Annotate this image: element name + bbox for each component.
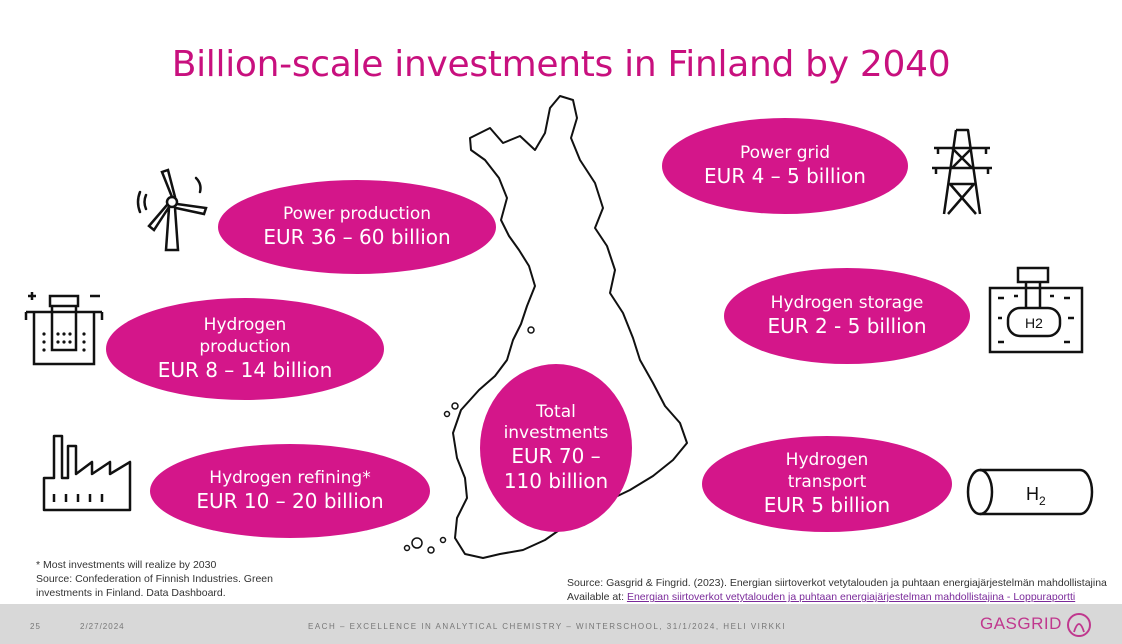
slide-title: Billion-scale investments in Finland by …	[171, 44, 951, 85]
hydrogen-storage-label: Hydrogen storage	[770, 292, 924, 313]
hydrogen-transport-label-2: transport	[787, 471, 867, 492]
footnotes: * Most investments will realize by 2030 …	[36, 558, 336, 601]
hydrogen-transport-value: EUR 5 billion	[763, 492, 891, 517]
source-citation-line: Source: Gasgrid & Fingrid. (2023). Energ…	[567, 577, 1107, 589]
power-production-label: Power production	[282, 203, 432, 224]
power-grid-label: Power grid	[739, 142, 831, 163]
pipe-label: H2	[1026, 484, 1046, 508]
hydrogen-transport-bubble: Hydrogen transport EUR 5 billion	[702, 436, 952, 532]
wind-turbine-icon	[136, 168, 208, 252]
hydrogen-refining-bubble: Hydrogen refining* EUR 10 – 20 billion	[150, 444, 430, 538]
hydrogen-pipe-icon: H2	[964, 466, 1094, 518]
total-investments-value-2: 110 billion	[503, 469, 609, 494]
hydrogen-storage-bubble: Hydrogen storage EUR 2 - 5 billion	[724, 268, 970, 364]
hydrogen-storage-value: EUR 2 - 5 billion	[767, 314, 927, 339]
hydrogen-production-bubble: Hydrogen production EUR 8 – 14 billion	[106, 298, 384, 400]
total-investments-value-1: EUR 70 –	[511, 444, 601, 469]
hydrogen-refining-label: Hydrogen refining*	[209, 467, 371, 488]
hydrogen-production-label-2: production	[199, 336, 291, 357]
storage-tank-label: H2	[1025, 315, 1043, 331]
hydrogen-transport-label-1: Hydrogen	[785, 450, 869, 471]
total-investments-label-1: Total	[536, 401, 576, 422]
power-pylon-icon	[930, 126, 994, 216]
total-investments-label-2: investments	[503, 423, 609, 443]
hydrogen-production-value: EUR 8 – 14 billion	[157, 357, 333, 382]
source-availability: Available at: Energian siirtoverkot vety…	[567, 590, 1122, 604]
footnote-asterisk: * Most investments will realize by 2030	[36, 559, 217, 571]
power-grid-bubble: Power grid EUR 4 – 5 billion	[662, 118, 908, 214]
total-investments-bubble: Total investments EUR 70 – 110 billion	[480, 364, 632, 532]
hydrogen-storage-icon: H2	[988, 266, 1084, 354]
source-citation: Source: Gasgrid & Fingrid. (2023). Energ…	[567, 576, 1122, 604]
footnote-source-1: Source: Confederation of Finnish Industr…	[36, 573, 273, 586]
hydrogen-production-label-1: Hydrogen	[203, 315, 287, 336]
report-link[interactable]: Energian siirtoverkot vetytalouden ja pu…	[626, 591, 1076, 604]
footer-event-text: EACH – EXCELLENCE IN ANALYTICAL CHEMISTR…	[308, 622, 787, 631]
gasgrid-logo-icon	[1067, 613, 1091, 637]
availability-prefix: Available at:	[567, 591, 627, 604]
footnote-source-2: investments in Finland. Data Dashboard.	[36, 587, 226, 600]
slide-footer: 25 2/27/2024 EACH – EXCELLENCE IN ANALYT…	[0, 604, 1122, 644]
electrolyzer-icon	[24, 290, 104, 368]
gasgrid-logo-text: GASGRID	[980, 614, 1062, 633]
power-production-value: EUR 36 – 60 billion	[263, 225, 451, 250]
factory-icon	[42, 434, 134, 512]
power-grid-value: EUR 4 – 5 billion	[704, 164, 866, 189]
slide-date: 2/27/2024	[80, 622, 125, 631]
hydrogen-refining-value: EUR 10 – 20 billion	[196, 489, 384, 514]
power-production-bubble: Power production EUR 36 – 60 billion	[218, 180, 496, 274]
slide-number: 25	[30, 622, 41, 631]
